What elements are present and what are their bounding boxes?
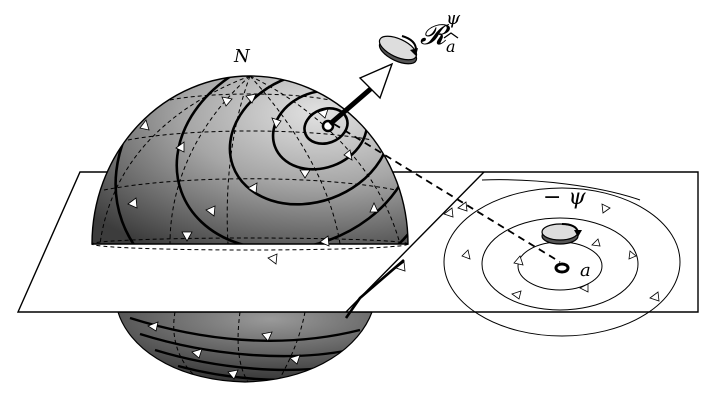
flow-arrowhead-icon [395,201,660,302]
flow-arrowhead-icon [147,321,301,380]
angle-label: − ψ [543,185,586,210]
rotation-label: 𝓡 ψ a [420,8,461,56]
rotation-subscript: a [446,37,456,56]
projected-point [554,262,570,274]
rotation-axis-arrow-icon [328,62,394,126]
rotation-superscript: ψ [446,8,461,29]
upper-hemisphere [91,75,409,265]
angle-disk-icon [541,223,582,245]
projection-line [333,123,561,263]
rotation-disk-icon [378,35,418,65]
projected-flow [443,179,681,337]
lower-hemisphere [117,311,373,383]
flow-arrowhead-icon [127,93,379,265]
north-label: N [233,46,251,67]
projected-point-label: a [580,260,591,281]
rotation-symbol: 𝓡 [420,18,451,51]
